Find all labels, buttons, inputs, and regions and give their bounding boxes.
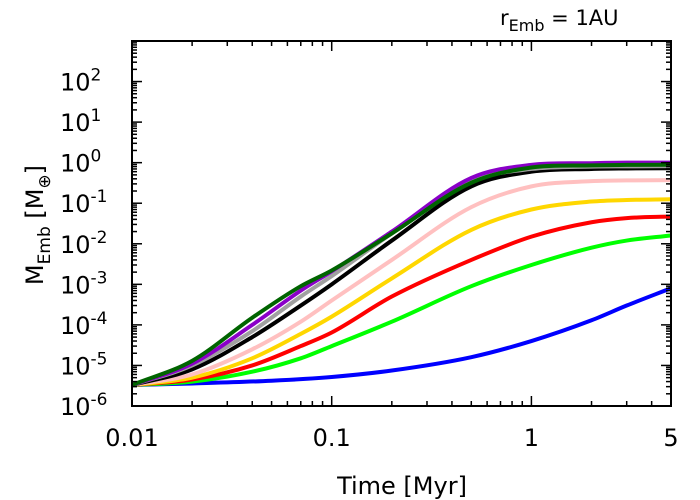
y-axis-label: MEmb [M⊕] (21, 165, 55, 285)
plot-series-group (131, 160, 672, 387)
series-line-pink (131, 178, 672, 387)
series-line-darkgreen (131, 162, 672, 387)
chart-title: rEmb = 1AU (500, 6, 619, 35)
plot-frame (131, 40, 672, 407)
y-tick-label: 100 (60, 147, 101, 178)
x-tick-label: 1 (524, 424, 539, 452)
series-line-red (131, 214, 672, 387)
y-tick-label: 10-5 (60, 349, 108, 380)
x-tick-label: 0.1 (313, 424, 351, 452)
series-line-blue (131, 286, 672, 387)
axis-ticks (131, 41, 672, 407)
series-line-black (131, 166, 672, 387)
axis-tick-labels: 0.01 0.1 1 5 10-6 10-5 10-4 10-3 10-2 10-1 100 101 1… (60, 66, 679, 452)
y-tick-label: 102 (60, 66, 101, 97)
x-tick-label: 5 (663, 424, 678, 452)
y-tick-label: 101 (60, 106, 101, 137)
series-line-green (131, 233, 672, 387)
y-tick-label: 10-6 (60, 390, 108, 421)
y-tick-label: 10-4 (60, 309, 108, 340)
y-tick-label: 10-3 (60, 268, 108, 299)
y-tick-label: 10-2 (60, 228, 108, 259)
x-axis-label: Time [Myr] (336, 472, 467, 500)
series-line-gold (131, 197, 672, 387)
y-tick-label: 10-1 (60, 187, 108, 218)
x-tick-label: 0.01 (105, 424, 158, 452)
